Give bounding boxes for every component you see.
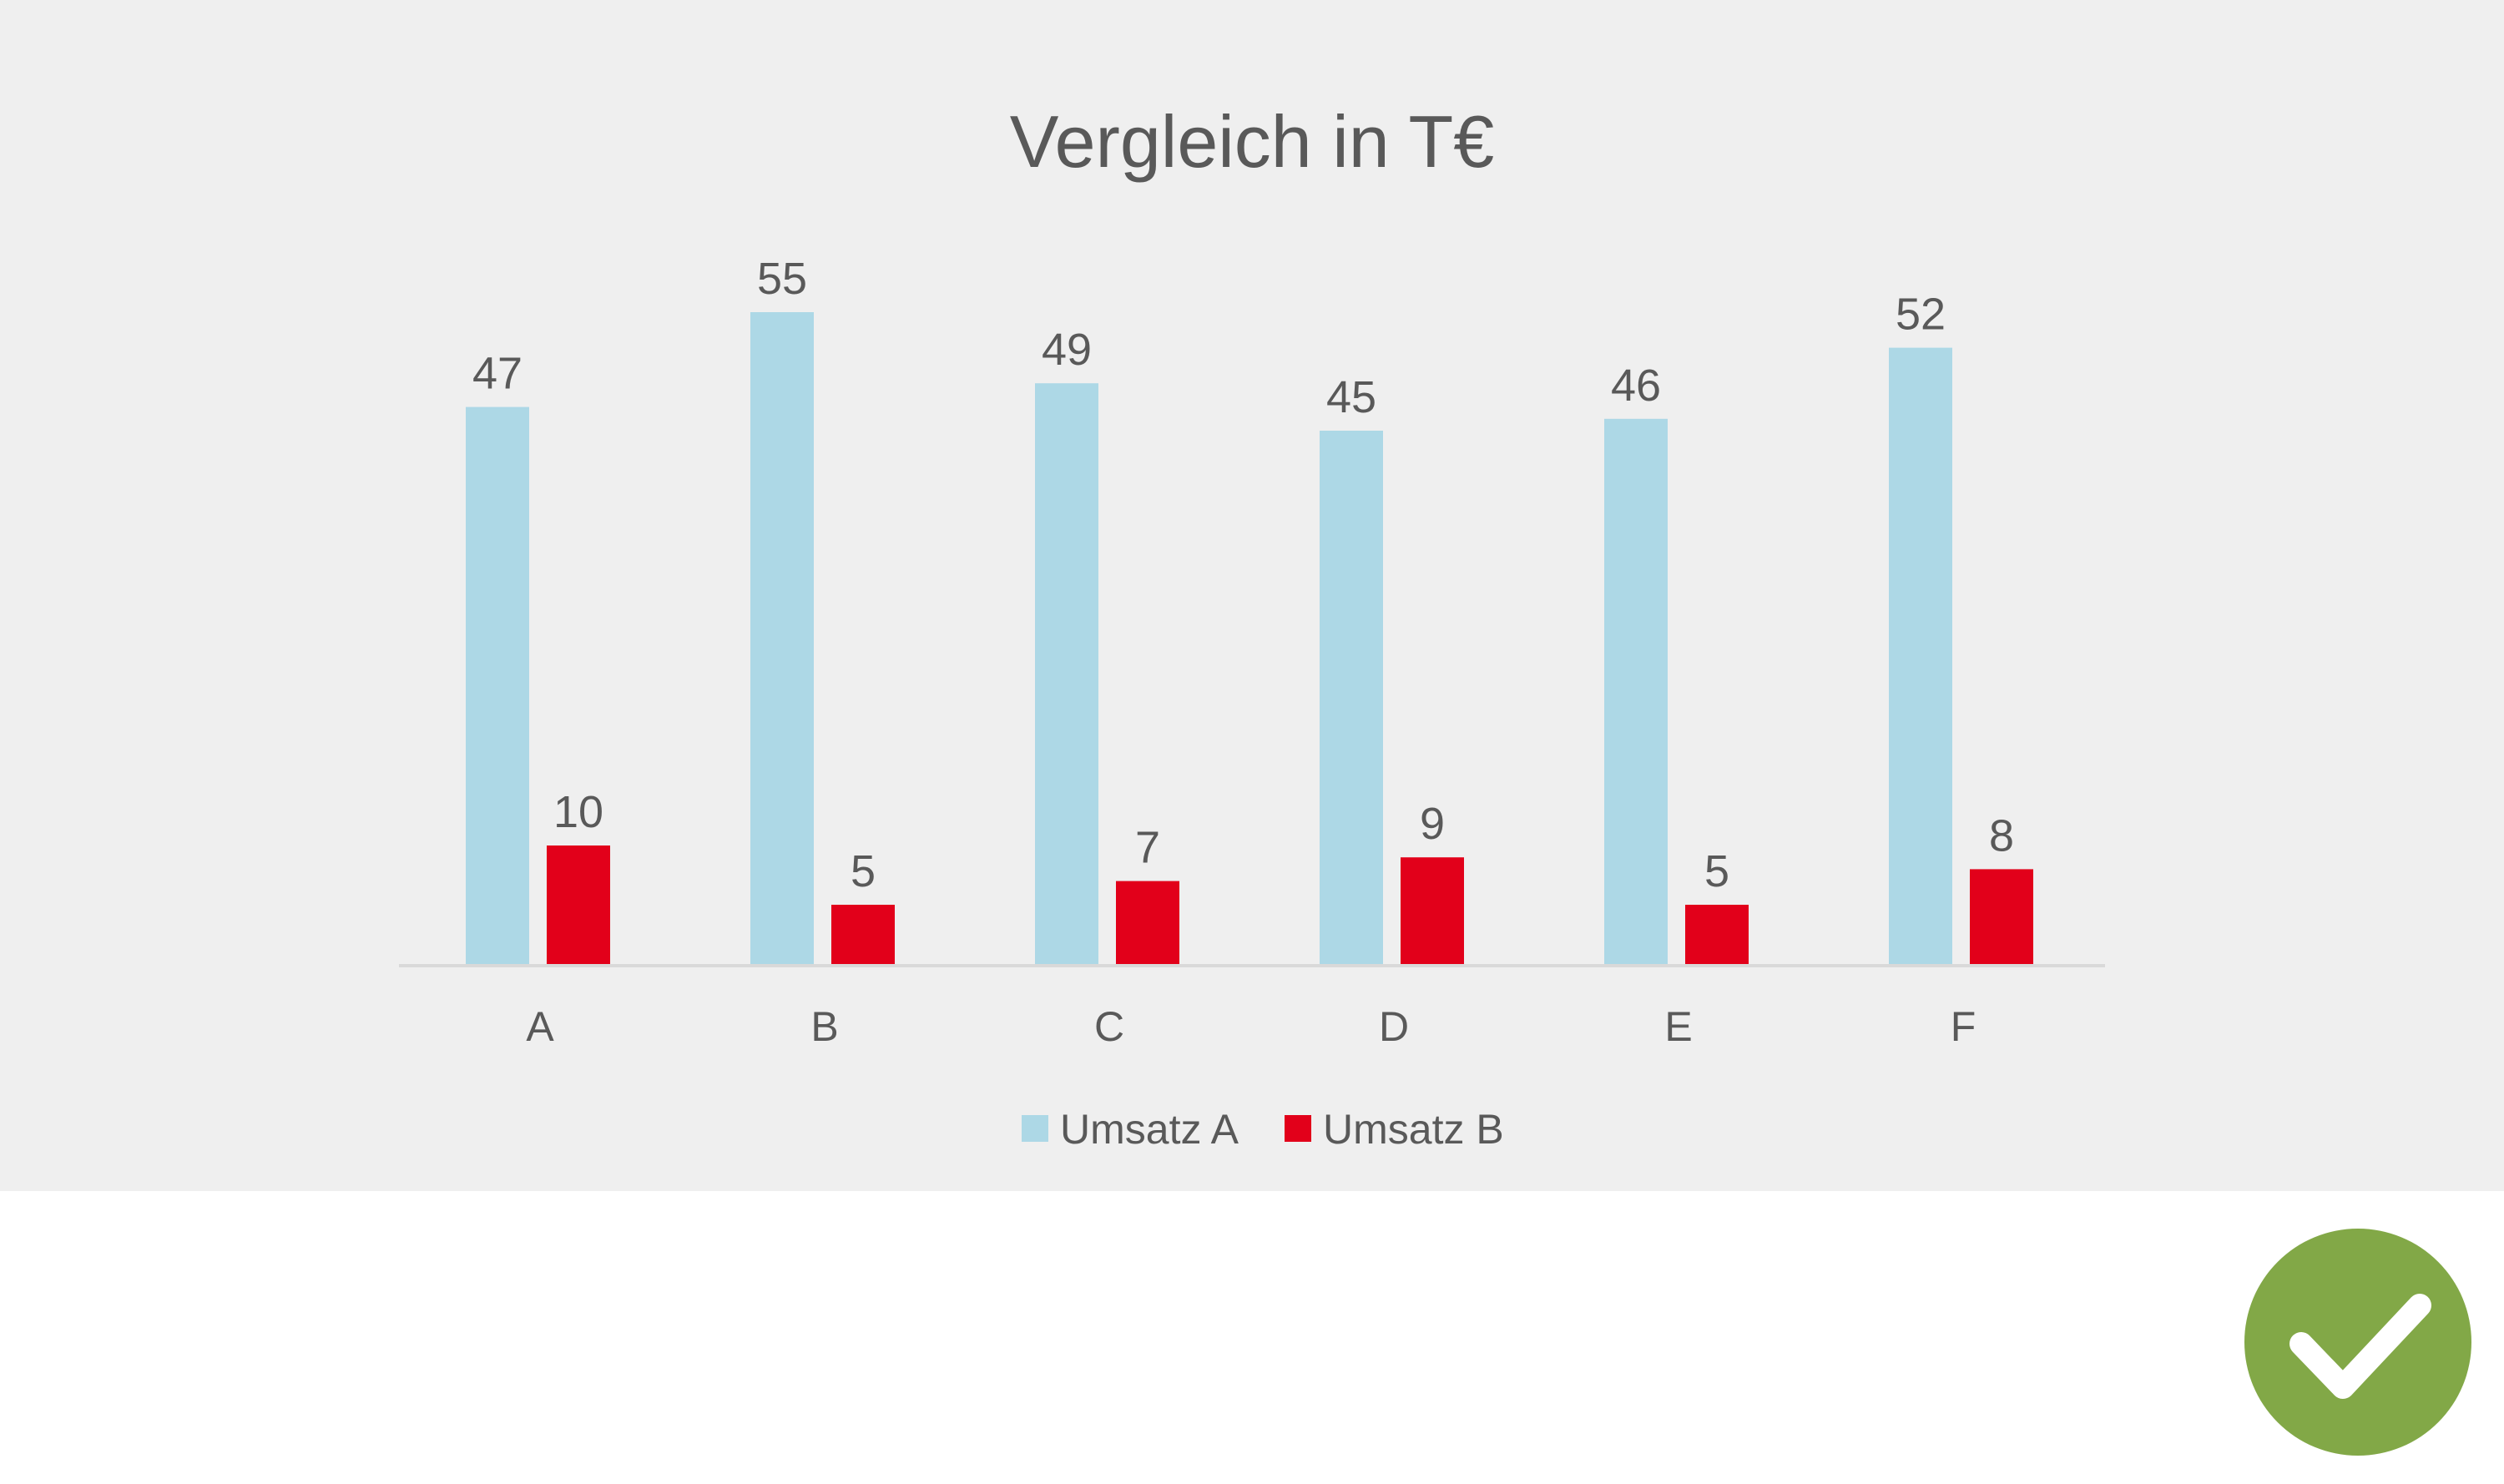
- x-tick-label-e: E: [1664, 1003, 1692, 1050]
- legend-swatch-umsatz-b: [1285, 1115, 1311, 1142]
- bar-umsatz-a-f: [1889, 347, 1952, 965]
- data-label-umsatz-b-d: 9: [1420, 799, 1445, 849]
- checkmark-icon: [2244, 1229, 2471, 1456]
- data-label-umsatz-b-a: 10: [553, 787, 603, 837]
- x-tick-label-f: F: [1951, 1003, 1976, 1050]
- data-label-umsatz-a-a: 47: [472, 349, 523, 399]
- chart-title: Vergleich in T€: [1010, 100, 1495, 183]
- bar-umsatz-b-f: [1970, 869, 2033, 964]
- bar-umsatz-b-d: [1401, 857, 1464, 964]
- bar-umsatz-a-e: [1604, 418, 1668, 964]
- bar-umsatz-a-b: [750, 312, 814, 964]
- bar-umsatz-b-b: [831, 905, 895, 964]
- data-label-umsatz-b-c: 7: [1135, 823, 1160, 873]
- bar-umsatz-b-a: [547, 845, 610, 964]
- data-label-umsatz-a-c: 49: [1042, 325, 1092, 375]
- legend: Umsatz A Umsatz B: [1022, 1106, 1504, 1153]
- bar-umsatz-a-a: [466, 406, 529, 965]
- bar-umsatz-b-c: [1116, 881, 1179, 964]
- x-tick-label-a: A: [526, 1003, 554, 1050]
- legend-swatch-umsatz-a: [1022, 1115, 1048, 1142]
- data-label-umsatz-b-e: 5: [1704, 846, 1729, 896]
- data-label-umsatz-a-d: 45: [1326, 372, 1376, 422]
- bar-umsatz-a-c: [1035, 383, 1098, 964]
- bar-umsatz-a-d: [1320, 431, 1383, 964]
- data-label-umsatz-a-b: 55: [757, 254, 807, 304]
- x-tick-label-c: C: [1094, 1003, 1124, 1050]
- data-label-umsatz-b-f: 8: [1989, 810, 2014, 861]
- x-axis-ticks: A B C D E F: [526, 1003, 1976, 1050]
- x-tick-label-b: B: [810, 1003, 838, 1050]
- x-tick-label-d: D: [1379, 1003, 1409, 1050]
- legend-label-umsatz-b: Umsatz B: [1323, 1106, 1504, 1153]
- data-label-umsatz-a-f: 52: [1896, 290, 1946, 340]
- bar-umsatz-b-e: [1685, 905, 1749, 964]
- bars-layer: [466, 312, 2033, 965]
- data-label-umsatz-b-b: 5: [851, 846, 876, 896]
- legend-label-umsatz-a: Umsatz A: [1060, 1106, 1239, 1153]
- data-label-umsatz-a-e: 46: [1611, 361, 1661, 411]
